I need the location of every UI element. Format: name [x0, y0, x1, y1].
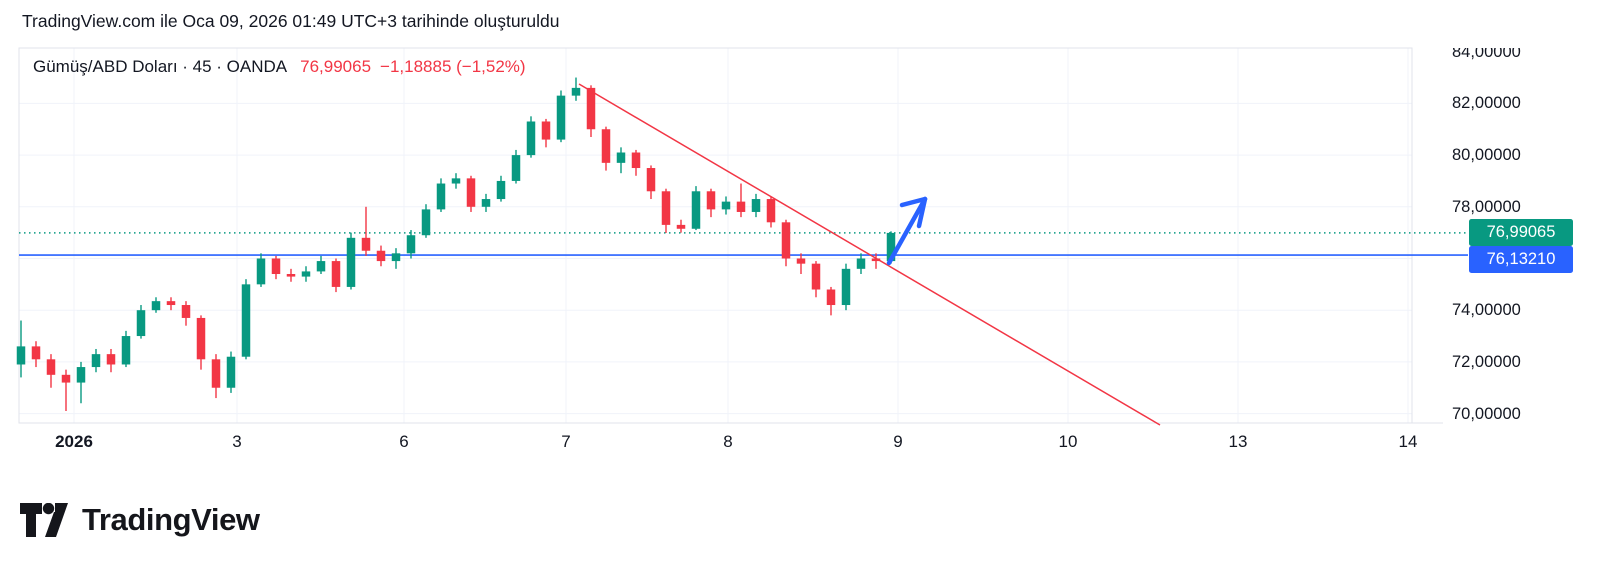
current-price-label: 76,99065 — [1469, 219, 1573, 247]
price-tick-label: 82,00000 — [1452, 94, 1521, 113]
time-tick-label: 14 — [1398, 432, 1418, 451]
tradingview-logo-text: TradingView — [82, 502, 260, 537]
time-tick-label: 10 — [1058, 432, 1078, 451]
price-axis[interactable]: 84,00000 82,00000 80,00000 78,00000 74,00000… — [1443, 48, 1600, 423]
time-tick-label: 3 — [232, 432, 242, 451]
price-tick-label: 84,00000 — [1452, 48, 1521, 61]
descending-trendline[interactable] — [578, 83, 1161, 426]
time-tick-label: 8 — [723, 432, 733, 451]
price-tick-label: 74,00000 — [1452, 301, 1521, 320]
legend-change: −1,18885 (−1,52%) — [380, 57, 526, 76]
chart-legend: Gümüş/ABD Doları · 45 · OANDA 76,99065 −1,… — [33, 57, 526, 77]
price-tick-label: 80,00000 — [1452, 146, 1521, 165]
time-tick-label: 13 — [1228, 432, 1248, 451]
tradingview-logo-icon — [20, 503, 68, 537]
tradingview-logo[interactable]: TradingView — [20, 500, 260, 540]
time-tick-label: 7 — [561, 432, 571, 451]
symbol-title: Gümüş/ABD Doları · 45 · OANDA — [33, 57, 288, 76]
up-arrow[interactable] — [886, 196, 928, 266]
price-tick-label: 70,00000 — [1452, 404, 1521, 423]
attribution-text: TradingView.com ile Oca 09, 2026 01:49 U… — [22, 11, 560, 31]
price-tick-label: 78,00000 — [1452, 197, 1521, 216]
candles — [16, 77, 896, 412]
horizontal-line-price-label: 76,13210 — [1469, 246, 1573, 274]
time-axis[interactable]: 2026 3 6 7 8 9 10 13 14 — [0, 431, 1600, 457]
price-tick-label: 72,00000 — [1452, 352, 1521, 371]
legend-last-price: 76,99065 — [300, 57, 372, 76]
gridlines — [19, 48, 1412, 423]
time-tick-label: 9 — [893, 432, 903, 451]
time-tick-label: 6 — [399, 432, 409, 451]
time-tick-label: 2026 — [55, 432, 93, 451]
